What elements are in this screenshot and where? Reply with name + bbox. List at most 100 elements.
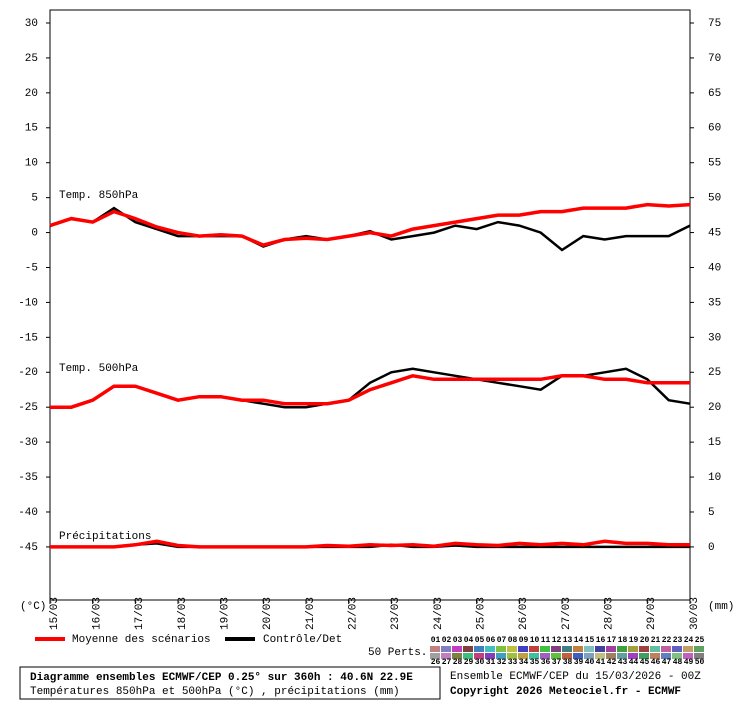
pert-label: 21 (651, 636, 661, 645)
pert-swatch (606, 653, 616, 659)
y2-tick-label: 55 (708, 158, 721, 170)
pert-swatch (584, 646, 594, 652)
x-tick-label: 25/03 (476, 597, 488, 630)
y-tick-label: -35 (18, 472, 38, 484)
pert-label: 18 (618, 636, 628, 645)
pert-swatch (584, 653, 594, 659)
x-tick-label: 23/03 (390, 597, 402, 630)
legend-label: Moyenne des scénarios (72, 634, 211, 646)
x-tick-label: 27/03 (561, 597, 573, 630)
pert-label: 13 (563, 636, 573, 645)
y2-tick-label: 10 (708, 472, 721, 484)
x-tick-label: 26/03 (518, 597, 530, 630)
pert-label: 34 (519, 658, 529, 667)
pert-swatch (485, 653, 495, 659)
pert-swatch (430, 646, 440, 652)
pert-swatch (639, 653, 649, 659)
pert-label: 38 (563, 658, 573, 667)
pert-label: 50 (695, 658, 705, 667)
pert-swatch (496, 653, 506, 659)
pert-swatch (463, 646, 473, 652)
pert-swatch (452, 653, 462, 659)
pert-swatch (639, 646, 649, 652)
x-tick-label: 20/03 (262, 597, 274, 630)
y2-tick-label: 40 (708, 262, 721, 274)
y-tick-label: -45 (18, 542, 38, 554)
legend-label: Contrôle/Det (263, 634, 342, 646)
pert-label: 42 (607, 658, 617, 667)
pert-label: 47 (662, 658, 672, 667)
series-line (50, 542, 690, 549)
y2-tick-label: 30 (708, 332, 721, 344)
x-tick-label: 24/03 (433, 597, 445, 630)
pert-label: 07 (497, 636, 507, 645)
y2-tick-label: 5 (708, 507, 715, 519)
y2-tick-label: 60 (708, 123, 721, 135)
pert-swatch (573, 653, 583, 659)
footer-title: Diagramme ensembles ECMWF/CEP 0.25° sur … (30, 672, 413, 684)
y-tick-label: 0 (31, 227, 38, 239)
pert-label: 35 (530, 658, 540, 667)
series-line (49, 202, 691, 247)
footer-subtitle: Températures 850hPa et 500hPa (°C) , pré… (30, 686, 400, 698)
y-tick-label: 10 (25, 158, 38, 170)
pert-label: 14 (574, 636, 584, 645)
perts-label: 50 Perts. (368, 647, 427, 659)
pert-label: 08 (508, 636, 518, 645)
pert-swatch (507, 646, 517, 652)
pert-label: 24 (684, 636, 694, 645)
pert-label: 26 (431, 658, 441, 667)
pert-label: 28 (453, 658, 463, 667)
pert-label: 40 (585, 658, 595, 667)
pert-swatch (529, 646, 539, 652)
y2-tick-label: 50 (708, 193, 721, 205)
pert-swatch (562, 646, 572, 652)
pert-swatch (595, 646, 605, 652)
pert-label: 10 (530, 636, 540, 645)
pert-label: 45 (640, 658, 650, 667)
pert-label: 19 (629, 636, 639, 645)
pert-label: 03 (453, 636, 463, 645)
pert-swatch (496, 646, 506, 652)
pert-label: 09 (519, 636, 529, 645)
pert-label: 27 (442, 658, 452, 667)
pert-swatch (661, 653, 671, 659)
pert-label: 48 (673, 658, 683, 667)
y2-unit: (mm) (708, 601, 734, 613)
pert-label: 33 (508, 658, 518, 667)
pert-swatch (540, 646, 550, 652)
pert-swatch (474, 653, 484, 659)
y2-tick-label: 0 (708, 542, 715, 554)
pert-label: 06 (486, 636, 496, 645)
pert-swatch (529, 653, 539, 659)
y2-tick-label: 65 (708, 88, 721, 100)
x-tick-label: 19/03 (220, 597, 232, 630)
y2-tick-label: 25 (708, 367, 721, 379)
pert-swatch (518, 646, 528, 652)
pert-swatch (694, 646, 704, 652)
annotation: Temp. 850hPa (59, 190, 139, 202)
pert-label: 37 (552, 658, 562, 667)
pert-label: 17 (607, 636, 617, 645)
pert-swatch (430, 653, 440, 659)
y-tick-label: -40 (18, 507, 38, 519)
pert-swatch (573, 646, 583, 652)
pert-label: 30 (475, 658, 485, 667)
annotation: Précipitations (59, 531, 151, 543)
x-tick-label: 17/03 (134, 597, 146, 630)
pert-swatch (562, 653, 572, 659)
pert-swatch (606, 646, 616, 652)
pert-swatch (661, 646, 671, 652)
pert-label: 44 (629, 658, 639, 667)
footer-run: Ensemble ECMWF/CEP du 15/03/2026 - 00Z (450, 671, 701, 683)
pert-swatch (507, 653, 517, 659)
pert-swatch (617, 646, 627, 652)
pert-label: 23 (673, 636, 683, 645)
pert-label: 39 (574, 658, 584, 667)
pert-swatch (650, 653, 660, 659)
pert-swatch (650, 646, 660, 652)
pert-swatch (672, 646, 682, 652)
pert-swatch (441, 653, 451, 659)
pert-label: 12 (552, 636, 562, 645)
footer-copyright: Copyright 2026 Meteociel.fr - ECMWF (450, 686, 681, 698)
